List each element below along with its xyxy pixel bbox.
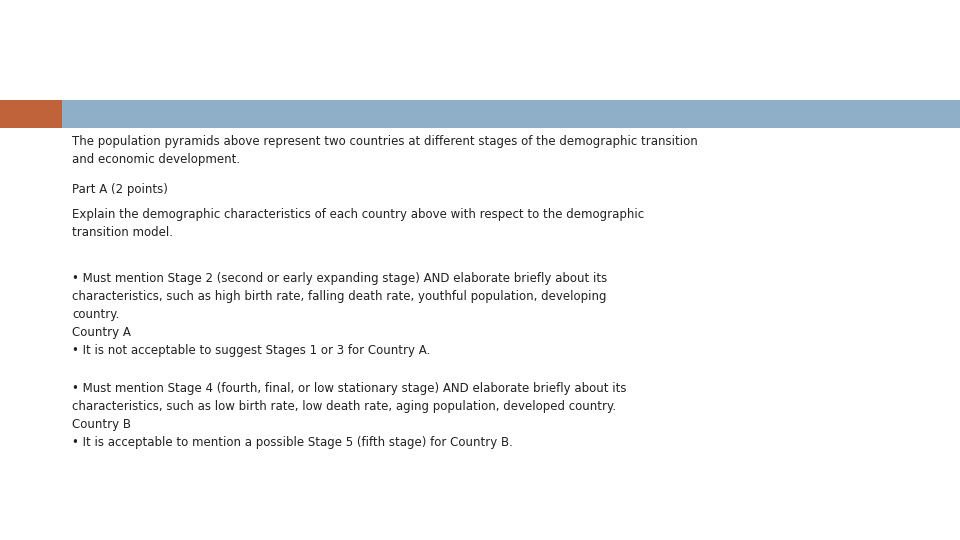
Text: The population pyramids above represent two countries at different stages of the: The population pyramids above represent … xyxy=(72,135,698,166)
Bar xyxy=(62,100,960,128)
Text: Part A (2 points): Part A (2 points) xyxy=(72,183,168,196)
Text: • Must mention Stage 4 (fourth, final, or low stationary stage) AND elaborate br: • Must mention Stage 4 (fourth, final, o… xyxy=(72,382,627,449)
Text: Explain the demographic characteristics of each country above with respect to th: Explain the demographic characteristics … xyxy=(72,208,644,239)
Text: • Must mention Stage 2 (second or early expanding stage) AND elaborate briefly a: • Must mention Stage 2 (second or early … xyxy=(72,272,608,357)
Bar xyxy=(0,100,62,128)
